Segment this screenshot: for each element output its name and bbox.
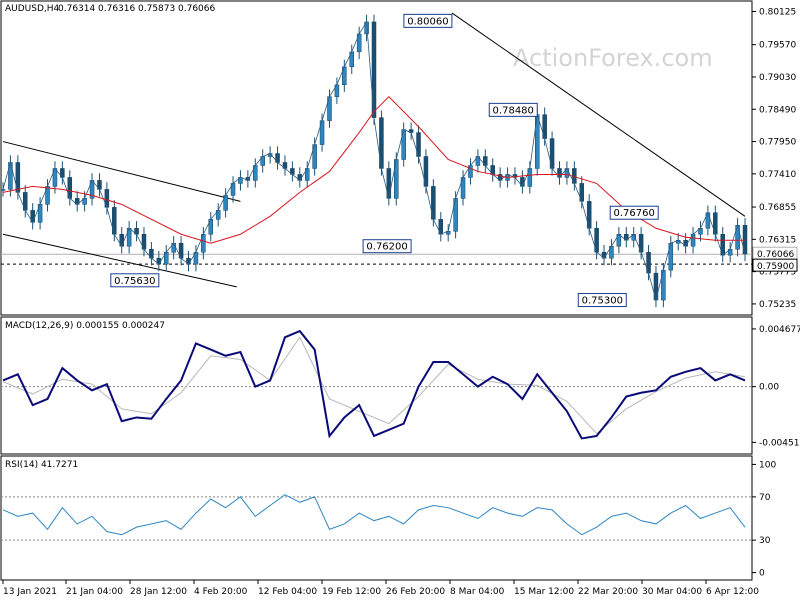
macd-tick-label: 0.004677 (759, 325, 800, 335)
time-x-axis: 13 Jan 2021 21 Jan 04:00 28 Jan 12:00 4 Feb… (2, 580, 759, 597)
macd-title: MACD(12,26,9) 0.000155 0.000247 (5, 321, 165, 331)
macd-tick-label: 0.00 (759, 383, 779, 393)
price-tick-label: 0.78490 (759, 105, 796, 115)
current-price-label: 0.76066 (757, 250, 794, 260)
annotation-label: 0.75630 (114, 276, 155, 287)
rsi-y-axis: 100 70 30 0 (752, 460, 776, 579)
rsi-tick-label: 30 (759, 536, 771, 546)
watermark-text: ActionForex.com (513, 44, 713, 72)
price-tick-label: 0.77410 (759, 170, 796, 180)
annotation-label: 0.80060 (407, 16, 448, 27)
macd-plot (1, 329, 752, 440)
price-tick-label: 0.75235 (759, 300, 796, 310)
macd-signal-line (2, 336, 746, 435)
macd-line (2, 329, 746, 440)
time-tick-label: 22 Mar 20:00 (578, 587, 638, 597)
support-price-tag (752, 258, 798, 272)
annotation-label: 0.78480 (493, 105, 534, 116)
trendline-channel-upper (2, 141, 241, 202)
support-price-label: 0.75900 (757, 262, 794, 272)
annotation-box (403, 13, 453, 28)
price-tick-label: 0.76315 (759, 235, 796, 245)
annotation-box (577, 293, 627, 308)
macd-y-axis: 0.004677 0.00 -0.004519 (752, 325, 800, 448)
price-tick-label: 0.79570 (759, 41, 796, 51)
time-tick-label: 6 Apr 12:00 (706, 587, 759, 597)
time-tick-label: 30 Mar 04:00 (642, 587, 702, 597)
annotation-box (609, 205, 659, 220)
price-tick-label: 0.75775 (759, 268, 796, 278)
price-plot: 0.80060 0.78480 0.76200 0.75630 0.76760 0.753… (0, 12, 752, 308)
ohlc-open: 0.76314 (58, 4, 95, 14)
rsi-tick-label: 0 (759, 569, 765, 579)
time-tick-label: 13 Jan 2021 (3, 587, 57, 597)
annotation-label: 0.75300 (582, 296, 623, 307)
rsi-panel-frame (0, 455, 753, 581)
rsi-tick-label: 100 (759, 460, 776, 470)
ohlc-close: 0.76066 (178, 4, 215, 14)
price-candle (742, 225, 748, 255)
macd-panel-frame (0, 316, 753, 455)
price-tick-label: 0.79030 (759, 73, 796, 83)
rsi-tick-label: 70 (759, 493, 771, 503)
price-panel-frame (0, 0, 753, 316)
trendline-falling-resistance (451, 12, 746, 217)
time-tick-label: 19 Feb 12:00 (322, 587, 381, 597)
time-tick-label: 8 Mar 04:00 (450, 587, 505, 597)
trendline-channel-lower (2, 233, 237, 288)
moving-average-line (2, 95, 745, 244)
price-tick-label: 0.80125 (759, 7, 796, 17)
ohlc-low: 0.75873 (138, 4, 175, 14)
time-tick-label: 28 Jan 12:00 (130, 587, 187, 597)
price-y-axis: 0.80125 0.79570 0.79030 0.78490 0.77950 0.774… (752, 7, 798, 310)
ohlc-high: 0.76316 (98, 4, 135, 14)
annotation-box (110, 273, 160, 288)
annotation-label: 0.76200 (366, 242, 407, 253)
symbol-label: AUDUSD,H4 (5, 4, 60, 14)
price-candle (0, 189, 6, 191)
rsi-title: RSI(14) 41.7271 (5, 460, 78, 470)
price-line (2, 20, 746, 302)
time-tick-label: 12 Feb 04:00 (258, 587, 317, 597)
time-tick-label: 26 Feb 20:00 (386, 587, 445, 597)
time-tick-label: 4 Feb 20:00 (194, 587, 248, 597)
rsi-plot (1, 494, 752, 541)
macd-tick-label: -0.004519 (759, 438, 800, 448)
time-tick-label: 15 Mar 12:00 (514, 587, 574, 597)
annotation-label: 0.76760 (614, 208, 655, 219)
annotation-box (362, 239, 412, 254)
price-tick-label: 0.77950 (759, 138, 796, 148)
price-tick-label: 0.76855 (759, 203, 796, 213)
rsi-line (2, 494, 746, 536)
time-tick-label: 21 Jan 04:00 (66, 587, 123, 597)
annotation-box (488, 102, 538, 117)
